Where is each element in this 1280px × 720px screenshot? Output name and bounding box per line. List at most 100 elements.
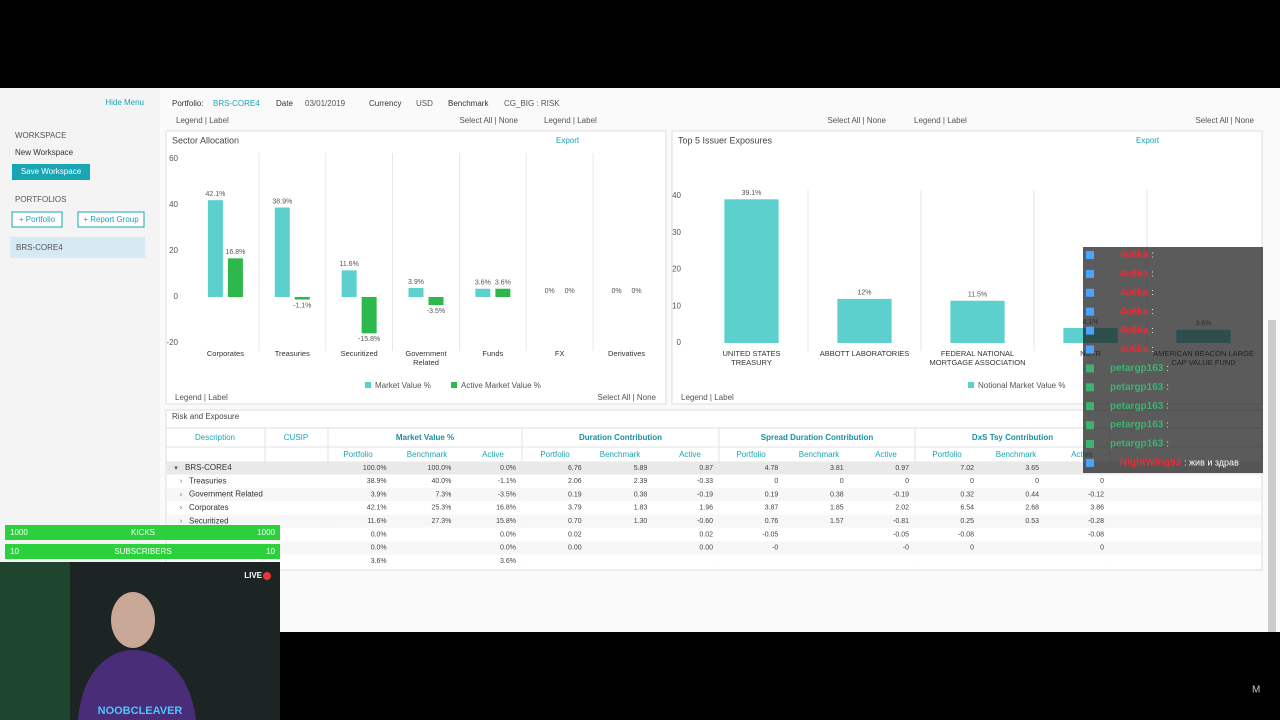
select-toggle[interactable]: Select All | None [459,116,518,125]
legend-toggle[interactable]: Legend | Label [544,116,597,125]
workspace-select[interactable]: New Workspace [15,148,74,157]
selected-portfolio: BRS-CORE4 [16,243,63,252]
chat-text: : [1151,306,1154,316]
chat-text: : [1166,363,1169,373]
legend-toggle[interactable]: Legend | Label [175,393,228,402]
select-toggle[interactable]: Select All | None [827,116,886,125]
chat-badge [1086,288,1094,297]
table-row[interactable] [167,474,1261,488]
chat-badge [1086,345,1094,354]
table-row[interactable] [167,461,1261,475]
table-row[interactable] [167,501,1261,515]
bar [950,300,1005,343]
x-tick-line: UNITED STATES [722,349,780,358]
value-label: 3.6% [475,280,491,287]
sub-header: Benchmark [996,450,1037,459]
subs-left: 10 [10,547,19,556]
chat-text: : [1166,438,1169,448]
chat-user: 4u6ka [1120,306,1149,317]
panel [165,130,667,405]
cell: 6.54 [960,505,974,512]
chat-badge [1086,402,1094,411]
table-row[interactable] [167,488,1261,502]
legend-swatch [451,382,457,388]
portfolio: BRS-CORE4 [213,99,260,108]
row-name: Treasuries [189,476,227,485]
save-button[interactable] [12,164,90,180]
legend-toggle[interactable]: Legend | Label [681,393,734,402]
webcam-glow [0,562,70,720]
legend-toggle[interactable]: Legend | Label [914,116,967,125]
chat-user: NightWing93 [1120,458,1181,469]
row-toggle[interactable]: ▾ [174,465,178,472]
add-portfolio-button[interactable] [11,211,63,228]
row-toggle[interactable]: › [180,505,183,512]
chat-user: petargp163 [1110,382,1164,393]
value-label: 0% [632,288,642,295]
x-tick-label: Securitized [341,349,378,358]
cell: 0.70 [568,518,582,525]
cell: 3.6% [371,558,387,565]
x-tick-label: Derivatives [608,349,645,358]
cell: 0.02 [699,531,713,538]
sub-header: Benchmark [600,450,641,459]
add-group-button[interactable] [77,211,145,228]
bar [361,297,377,334]
add-portfolio: + Portfolio [19,215,56,224]
select-toggle[interactable]: Select All | None [597,393,656,402]
column-header: CUSIP [284,433,308,442]
bar [207,200,223,297]
x-tick-line: Related [413,358,439,367]
select-toggle[interactable]: Select All | None [1195,116,1254,125]
chat-badge [1086,269,1094,278]
x-tick-line: TREASURY [731,358,772,367]
cell: -1.1% [498,478,516,485]
chat-text: : [1151,249,1154,259]
subs-bar [5,544,280,559]
cell: 100.0% [428,465,452,472]
table-row[interactable] [167,528,1261,541]
selected-portfolio-row[interactable] [10,237,145,258]
cell: 3.79 [568,505,582,512]
bar [495,288,511,297]
cell: 0 [970,545,974,552]
y-tick-label: -20 [166,338,178,347]
cell: 0.53 [1025,518,1039,525]
legend-swatch [968,382,974,388]
legend-label: Market Value % [375,381,431,390]
x-tick-label: Government Related [405,349,447,367]
row-toggle[interactable]: › [180,518,183,525]
row-toggle[interactable]: › [180,491,183,498]
cell: 0.32 [960,491,974,498]
cell: -0.19 [697,491,713,498]
export-button[interactable]: Export [556,136,580,145]
cell: -0.81 [893,518,909,525]
export-button[interactable]: Export [1136,136,1160,145]
table-row[interactable] [167,554,1261,568]
group-header: Duration Contribution [579,433,662,442]
live-badge: LIVE [244,571,262,580]
bar [475,288,491,297]
cell: 1.30 [634,518,648,525]
cell: 0.0% [371,531,387,538]
scrollbar[interactable] [1268,320,1276,632]
sub-header: Active [1071,450,1093,459]
currency-label: Currency [369,99,401,108]
table-row[interactable] [167,514,1261,528]
cell: 3.86 [1090,505,1104,512]
legend-toggle[interactable]: Legend | Label [176,116,229,125]
y-tick-label: 40 [169,200,178,209]
x-tick-line: MORTGAGE ASSOCIATION [930,358,1026,367]
value-label: 16.8% [225,249,245,256]
hide-menu[interactable]: Hide Menu [105,98,144,107]
workspace-heading: WORKSPACE [15,131,66,140]
cell: -0.33 [697,478,713,485]
subs-label: SUBSCRIBERS [114,547,171,556]
table-row[interactable] [167,541,1261,555]
streamer-head [111,592,155,648]
cell: 0.0% [371,545,387,552]
benchmark: CG_BIG : RISK [504,99,560,108]
cell: 3.87 [765,505,779,512]
row-toggle[interactable]: › [180,478,183,485]
